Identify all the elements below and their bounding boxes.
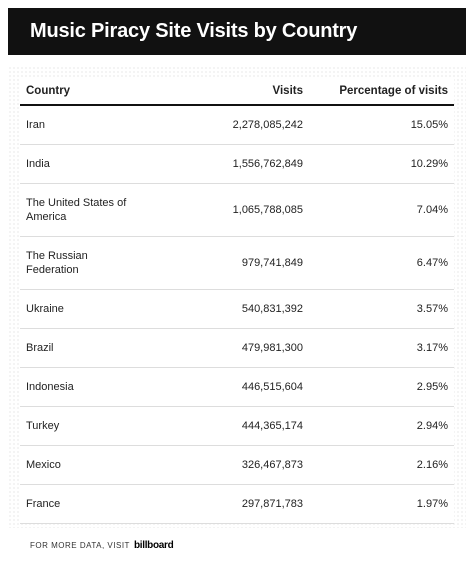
table-cell: 2,278,085,242 bbox=[137, 105, 309, 145]
table-body: Iran 2,278,085,242 15.05% India 1,556,762,84… bbox=[20, 105, 454, 524]
title-bar: Music Piracy Site Visits by Country bbox=[8, 8, 466, 55]
table-cell: Brazil bbox=[20, 328, 137, 368]
table-cell: 540,831,392 bbox=[137, 289, 309, 329]
table-row: Ukraine 540,831,392 3.57% bbox=[20, 289, 454, 329]
table-row: The United States of America 1,065,788,08… bbox=[20, 183, 454, 237]
table-row: France 297,871,783 1.97% bbox=[20, 484, 454, 524]
table-row: The Russian Federation 979,741,849 6.47% bbox=[20, 236, 454, 290]
table-cell: 444,365,174 bbox=[137, 406, 309, 446]
table-cell: 3.57% bbox=[309, 289, 454, 329]
footer: FOR MORE DATA, VISIT billboard bbox=[30, 540, 174, 551]
data-table: Country Visits Percentage of visits Iran 2,… bbox=[20, 78, 454, 524]
brand-logo: billboard bbox=[133, 540, 174, 551]
table-row: Indonesia 446,515,604 2.95% bbox=[20, 367, 454, 407]
table-cell: 2.16% bbox=[309, 445, 454, 485]
table-row: India 1,556,762,849 10.29% bbox=[20, 144, 454, 184]
table-cell: 10.29% bbox=[309, 144, 454, 184]
table-cell: 297,871,783 bbox=[137, 484, 309, 524]
table-cell: 15.05% bbox=[309, 105, 454, 145]
table-cell: 1.97% bbox=[309, 484, 454, 524]
column-header: Country bbox=[20, 78, 137, 106]
table-panel: Country Visits Percentage of visits Iran 2,… bbox=[8, 66, 466, 528]
table-cell: The United States of America bbox=[20, 183, 137, 237]
table-row: Mexico 326,467,873 2.16% bbox=[20, 445, 454, 485]
table-cell: 2.95% bbox=[309, 367, 454, 407]
footer-text: FOR MORE DATA, VISIT bbox=[30, 541, 130, 550]
table-cell: 446,515,604 bbox=[137, 367, 309, 407]
table-cell: 7.04% bbox=[309, 183, 454, 237]
table-cell: 479,981,300 bbox=[137, 328, 309, 368]
table-cell: 326,467,873 bbox=[137, 445, 309, 485]
header-row: Country Visits Percentage of visits bbox=[20, 78, 454, 106]
table-cell: 2.94% bbox=[309, 406, 454, 446]
table-cell: 1,065,788,085 bbox=[137, 183, 309, 237]
table-row: Turkey 444,365,174 2.94% bbox=[20, 406, 454, 446]
table-cell: France bbox=[20, 484, 137, 524]
table-cell: Indonesia bbox=[20, 367, 137, 407]
table-cell: Iran bbox=[20, 105, 137, 145]
table-cell: 1,556,762,849 bbox=[137, 144, 309, 184]
table-cell: Ukraine bbox=[20, 289, 137, 329]
table-cell: The Russian Federation bbox=[20, 236, 137, 290]
table-cell: 979,741,849 bbox=[137, 236, 309, 290]
table-cell: Turkey bbox=[20, 406, 137, 446]
table-cell: Mexico bbox=[20, 445, 137, 485]
table-cell: India bbox=[20, 144, 137, 184]
column-header: Percentage of visits bbox=[309, 78, 454, 106]
table-cell: 6.47% bbox=[309, 236, 454, 290]
table-row: Brazil 479,981,300 3.17% bbox=[20, 328, 454, 368]
column-header: Visits bbox=[137, 78, 309, 106]
table-cell: 3.17% bbox=[309, 328, 454, 368]
table-row: Iran 2,278,085,242 15.05% bbox=[20, 105, 454, 145]
